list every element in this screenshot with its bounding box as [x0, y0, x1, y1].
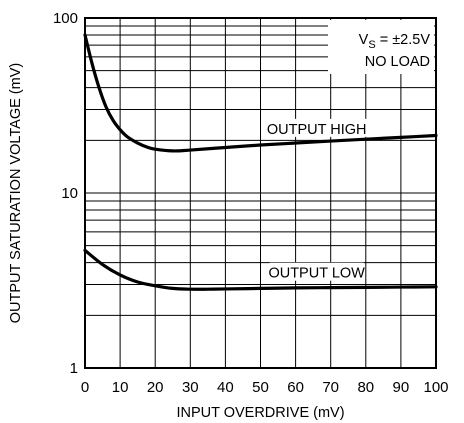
plot-frame: [84, 17, 437, 369]
annotation-bg: [328, 20, 434, 74]
x-tick-label: 30: [182, 379, 199, 396]
y-axis-title: OUTPUT SATURATION VOLTAGE (mV): [8, 63, 24, 323]
x-tick-label: 0: [81, 379, 89, 396]
x-tick-label: 40: [217, 379, 234, 396]
y-tick-label: 100: [53, 10, 78, 27]
load-annotation: NO LOAD: [365, 54, 430, 70]
x-tick-label: 100: [423, 379, 448, 396]
x-tick-label: 90: [393, 379, 410, 396]
x-tick-label: 70: [322, 379, 339, 396]
series-labels: OUTPUT HIGH OUTPUT LOW: [265, 118, 368, 282]
series-label: OUTPUT LOW: [268, 266, 365, 282]
x-tick-label: 10: [112, 379, 129, 396]
y-tick-label: 10: [61, 185, 78, 202]
x-axis-title: INPUT OVERDRIVE (mV): [176, 405, 344, 421]
curves: [83, 33, 438, 291]
series-line-output-high: [83, 33, 438, 153]
supply-voltage-annotation: VS = ±2.5V: [359, 32, 431, 51]
x-tick-label: 20: [147, 379, 164, 396]
annotations: VS = ±2.5V NO LOAD: [328, 20, 434, 74]
series-label: OUTPUT HIGH: [267, 122, 367, 138]
series-label-bg: [265, 118, 368, 137]
series-label-bg: [269, 262, 364, 281]
series-line-output-low: [83, 248, 438, 291]
y-tick-label: 1: [70, 360, 78, 377]
x-tick-label: 50: [252, 379, 269, 396]
x-tick-label: 60: [287, 379, 304, 396]
x-tick-label: 80: [357, 379, 374, 396]
